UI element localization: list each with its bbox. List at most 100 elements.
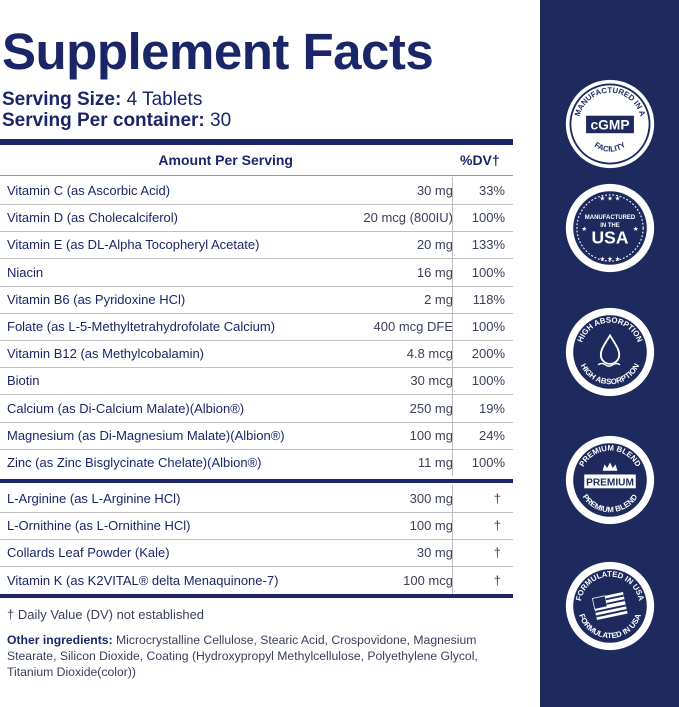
column-divider <box>452 313 453 340</box>
column-divider <box>452 340 453 368</box>
table-row: Vitamin K (as K2VITAL® delta Menaquinone… <box>0 566 513 594</box>
nutrient-dv: 24% <box>478 427 505 443</box>
formulated-in-usa-badge-icon: FORMULATED IN USA FORMULATED IN USA <box>564 560 656 652</box>
column-divider <box>452 449 453 476</box>
nutrient-dv: † <box>493 518 501 534</box>
supplement-facts-panel: Supplement Facts Serving Size: 4 Tablets… <box>0 23 513 679</box>
column-divider <box>452 285 453 313</box>
header-rule <box>0 175 513 176</box>
nutrient-dv: † <box>493 545 501 561</box>
nutrient-name: Niacin <box>7 264 44 280</box>
svg-text:cGMP: cGMP <box>590 118 629 133</box>
divider-middle <box>0 479 513 483</box>
table-row: Vitamin D (as Cholecalciferol) 20 mcg (80… <box>0 204 513 233</box>
nutrient-dv: 100% <box>471 319 505 334</box>
nutrient-amount: 300 mg <box>409 491 453 506</box>
nutrient-name: Folate (as L-5-Methyltetrahydrofolate Ca… <box>7 319 276 334</box>
column-divider <box>452 539 453 567</box>
nutrient-amount: 20 mcg (800IU) <box>363 210 453 226</box>
made-in-usa-badge-icon: ★ ★ ★ ★ ★ ★ ★ ★ MANUFACTURED IN THE USA <box>564 182 656 274</box>
nutrient-amount: 100 mg <box>409 427 453 443</box>
divider-top <box>0 139 513 145</box>
page-title: Supplement Facts <box>2 23 434 80</box>
nutrient-dv: 100% <box>471 264 505 280</box>
nutrient-name: L-Arginine (as L-Arginine HCl) <box>7 491 181 506</box>
svg-text:★ ★ ★: ★ ★ ★ <box>600 195 621 202</box>
nutrient-dv: 19% <box>478 400 505 416</box>
nutrient-amount: 250 mg <box>409 400 453 416</box>
nutrient-name: Vitamin D (as Cholecalciferol) <box>7 210 178 226</box>
table-row: Folate (as L-5-Methyltetrahydrofolate Ca… <box>0 313 513 341</box>
nutrient-name: Calcium (as Di-Calcium Malate)(Albion®) <box>7 400 245 416</box>
nutrient-name: Vitamin K (as K2VITAL® delta Menaquinone… <box>7 572 279 588</box>
column-divider <box>452 231 453 259</box>
premium-blend-badge-icon: PREMIUM BLEND PREMIUM PREMIUM BLEND <box>564 434 656 526</box>
nutrient-amount: 20 mg <box>416 237 453 253</box>
nutrient-name: Vitamin B6 (as Pyridoxine HCl) <box>7 291 186 307</box>
dv-footnote: † Daily Value (DV) not established <box>7 607 205 622</box>
column-divider <box>452 485 453 512</box>
nutrient-amount: 4.8 mcg <box>406 346 453 362</box>
nutrient-dv: 118% <box>472 291 505 307</box>
table-row: Zinc (as Zinc Bisglycinate Chelate)(Albi… <box>0 449 513 476</box>
nutrient-dv: 100% <box>471 455 505 470</box>
table-row: Biotin 30 mcg 100% <box>0 367 513 396</box>
nutrient-amount: 16 mg <box>416 264 453 280</box>
column-divider <box>452 177 453 204</box>
nutrient-dv: † <box>493 572 501 588</box>
header-dv: %DV† <box>460 152 500 168</box>
table-row: Vitamin B6 (as Pyridoxine HCl) 2 mg 118% <box>0 285 513 314</box>
nutrient-amount: 100 mcg <box>403 572 453 588</box>
column-divider <box>452 367 453 395</box>
cgmp-badge-icon: MANUFACTURED IN A cGMP FACILITY <box>564 78 656 170</box>
table-row: Calcium (as Di-Calcium Malate)(Albion®) 2… <box>0 394 513 423</box>
table-row: L-Arginine (as L-Arginine HCl) 300 mg † <box>0 485 513 513</box>
column-divider <box>452 204 453 232</box>
nutrient-name: Collards Leaf Powder (Kale) <box>7 545 170 561</box>
nutrient-name: Vitamin E (as DL-Alpha Tocopheryl Acetat… <box>7 237 260 253</box>
svg-text:IN THE: IN THE <box>600 223 620 229</box>
divider-bottom <box>0 594 513 598</box>
table-row: Niacin 16 mg 100% <box>0 258 513 287</box>
nutrient-name: Biotin <box>7 373 40 389</box>
nutrient-amount: 100 mg <box>409 518 453 534</box>
nutrient-amount: 30 mcg <box>410 373 453 389</box>
table-row: Vitamin B12 (as Methylcobalamin) 4.8 mcg 2… <box>0 340 513 369</box>
svg-text:★: ★ <box>633 226 639 233</box>
serving-size: Serving Size: 4 Tablets <box>2 89 203 110</box>
nutrient-name: Zinc (as Zinc Bisglycinate Chelate)(Albi… <box>7 455 262 470</box>
nutrient-name: Magnesium (as Di-Magnesium Malate)(Albio… <box>7 427 285 443</box>
svg-text:★: ★ <box>581 226 587 233</box>
nutrient-dv: 100% <box>471 373 505 389</box>
other-ingredients: Other ingredients: Microcrystalline Cell… <box>7 633 478 679</box>
nutrient-amount: 11 mg <box>417 455 453 470</box>
column-divider <box>452 258 453 286</box>
nutrient-amount: 30 mg <box>416 545 453 561</box>
nutrient-dv: † <box>493 491 501 506</box>
column-divider <box>452 566 453 594</box>
svg-text:FACILITY: FACILITY <box>593 140 628 154</box>
badge-sidebar: MANUFACTURED IN A cGMP FACILITY ★ ★ ★ ★ … <box>540 0 679 707</box>
header-amount: Amount Per Serving <box>158 152 293 168</box>
column-divider <box>452 421 453 449</box>
table-row: Collards Leaf Powder (Kale) 30 mg † <box>0 539 513 568</box>
nutrient-dv: 133% <box>471 237 505 253</box>
nutrient-dv: 100% <box>471 210 505 226</box>
column-divider <box>452 394 453 422</box>
table-row: L-Ornithine (as L-Ornithine HCl) 100 mg † <box>0 512 513 541</box>
column-divider <box>452 512 453 540</box>
table-row: Vitamin C (as Ascorbic Acid) 30 mg 33% <box>0 177 513 205</box>
nutrient-name: Vitamin C (as Ascorbic Acid) <box>7 183 171 198</box>
nutrient-amount: 2 mg <box>424 291 453 307</box>
nutrient-dv: 200% <box>471 346 505 362</box>
svg-text:MANUFACTURED: MANUFACTURED <box>585 215 636 221</box>
high-absorption-badge-icon: HIGH ABSORPTION HIGH ABSORPTION <box>564 306 656 398</box>
table-row: Vitamin E (as DL-Alpha Tocopheryl Acetat… <box>0 231 513 260</box>
svg-text:PREMIUM: PREMIUM <box>586 478 634 489</box>
nutrient-name: L-Ornithine (as L-Ornithine HCl) <box>7 518 191 534</box>
nutrient-name: Vitamin B12 (as Methylcobalamin) <box>7 346 205 362</box>
table-row: Magnesium (as Di-Magnesium Malate)(Albio… <box>0 421 513 450</box>
nutrient-dv: 33% <box>478 183 505 198</box>
svg-text:USA: USA <box>592 228 629 248</box>
servings-per-container: Serving Per container: 30 <box>2 110 232 131</box>
